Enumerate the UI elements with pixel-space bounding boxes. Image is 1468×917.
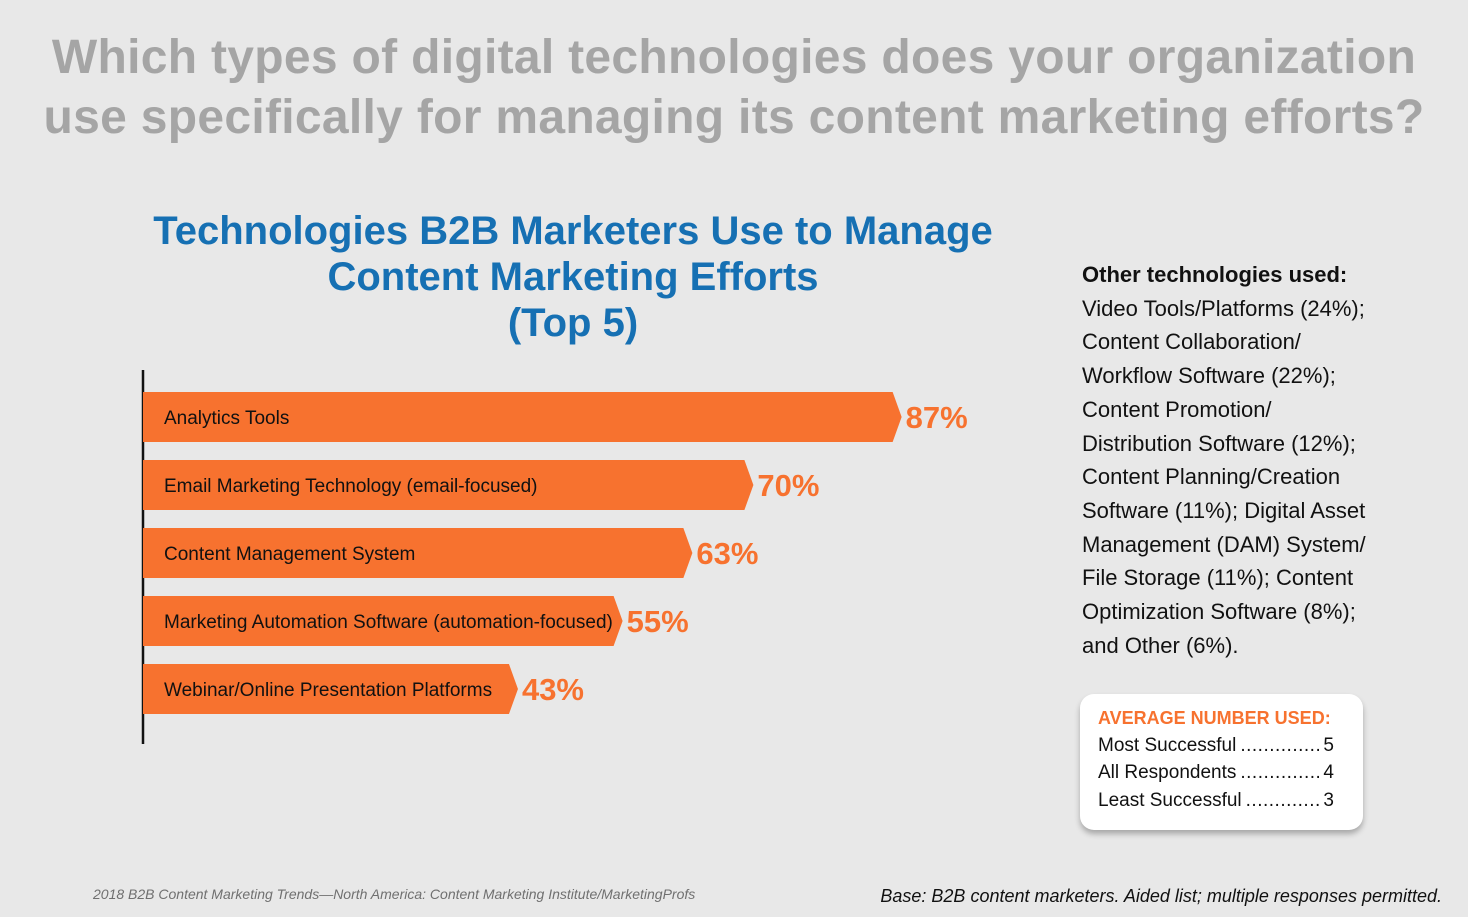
average-number-title: AVERAGE NUMBER USED: [1098,708,1331,728]
headline-line-1: Which types of digital technologies does… [51,31,1417,84]
other-technologies-line: Video Tools/Platforms (24%); [1082,295,1365,321]
page-headline: Which types of digital technologies does… [0,28,1468,148]
average-row-label: Most Successful [1098,735,1237,756]
bar-value-label: 70% [757,468,819,503]
base-note: Base: B2B content marketers. Aided list;… [880,886,1442,906]
source-note: 2018 B2B Content Marketing Trends—North … [93,886,696,902]
headline-line-2: use specifically for managing its conten… [43,91,1425,144]
other-technologies-line: Workflow Software (22%); [1082,363,1336,389]
dot-leader [1246,790,1320,812]
bar [143,460,754,510]
average-row-value: 4 [1323,762,1334,783]
average-row-value: 5 [1323,735,1334,756]
other-technologies-panel: Other technologies used: Video Tools/Pla… [1082,258,1412,662]
bar [143,596,623,646]
dot-leader [1240,735,1319,757]
other-technologies-line: Management (DAM) System/ [1082,531,1366,557]
other-technologies-line: and Other (6%). [1082,632,1239,658]
bar-value-label: 63% [696,536,758,571]
average-row-value: 3 [1323,790,1334,811]
chart-title-line-2: Content Marketing Efforts [327,255,819,299]
average-row-most-successful: Most Successful 5 [1098,735,1334,757]
bar-category-label: Email Marketing Technology (email-focuse… [164,476,537,497]
chart-title: Technologies B2B Marketers Use to Manage… [100,208,1046,346]
bar-category-label: Marketing Automation Software (automatio… [164,612,613,633]
average-row-label: All Respondents [1098,762,1237,783]
other-technologies-line: Content Collaboration/ [1082,329,1301,355]
bar-category-label: Analytics Tools [164,408,289,429]
other-technologies-line: Optimization Software (8%); [1082,599,1356,625]
bar [143,528,693,578]
other-technologies-line: Content Planning/Creation [1082,464,1341,490]
average-number-box: AVERAGE NUMBER USED: Most Successful 5 A… [1080,694,1363,830]
other-technologies-line: Content Promotion/ [1082,396,1272,422]
bar [143,392,902,442]
chart-title-line-3: (Top 5) [507,301,639,345]
other-technologies-line: File Storage (11%); Content [1082,565,1354,591]
bar-category-label: Content Management System [164,544,415,565]
dot-leader [1240,762,1319,784]
bar-value-label: 43% [522,672,584,707]
other-technologies-heading: Other technologies used: [1082,262,1348,287]
bar-category-label: Webinar/Online Presentation Platforms [164,680,492,701]
bar-value-label: 55% [627,604,689,639]
bar [143,664,518,714]
other-technologies-line: Distribution Software (12%); [1082,430,1356,456]
average-row-label: Least Successful [1098,790,1242,811]
average-row-all-respondents: All Respondents 4 [1098,762,1334,784]
other-technologies-line: Software (11%); Digital Asset [1082,497,1366,523]
chart-title-line-1: Technologies B2B Marketers Use to Manage [153,209,993,253]
bar-value-label: 87% [906,400,968,435]
average-row-least-successful: Least Successful 3 [1098,790,1334,812]
